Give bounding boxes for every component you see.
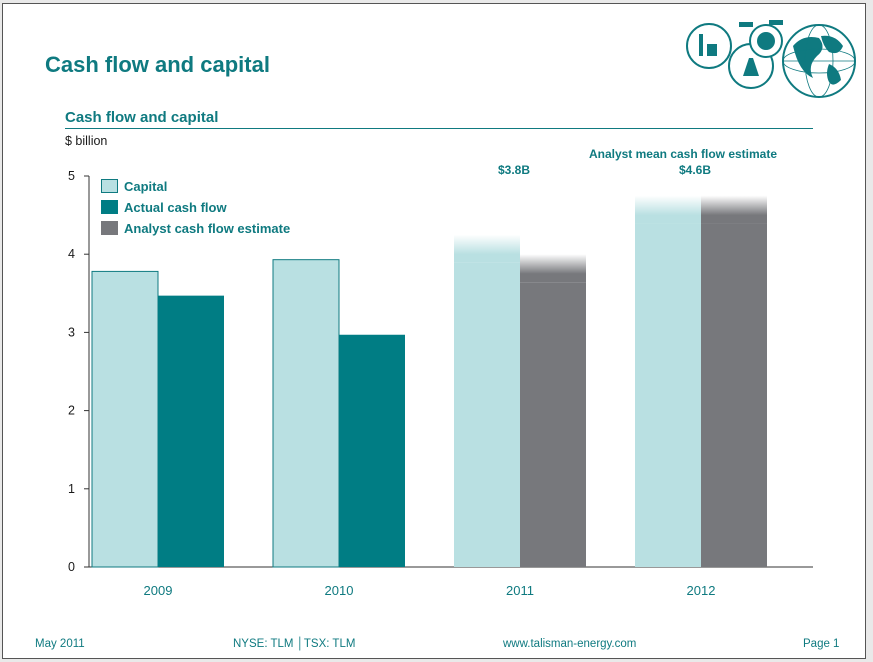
- talisman-globe-collage-icon: [681, 16, 856, 111]
- slide: Cash flow and capital: [2, 3, 866, 659]
- footer-url[interactable]: www.talisman-energy.com: [503, 638, 637, 650]
- x-tick-label: 2011: [506, 583, 534, 598]
- bar-capital: [635, 223, 701, 568]
- footer-page: Page 1: [803, 638, 840, 650]
- y-tick-label: 3: [68, 325, 75, 339]
- bar-capital: [91, 270, 159, 568]
- y-axis-label: $ billion: [65, 134, 108, 148]
- bar-estimate: [520, 282, 586, 567]
- x-tick-label: 2012: [687, 583, 716, 598]
- x-tick-label: 2010: [325, 583, 354, 598]
- legend-swatch-actual: [101, 200, 118, 214]
- bar-fade-top: [454, 234, 520, 263]
- y-tick-label: 5: [68, 169, 75, 183]
- bar-estimate: [701, 223, 767, 568]
- bar-fade-top: [635, 195, 701, 224]
- slide-title: Cash flow and capital: [45, 52, 270, 77]
- legend-swatch-capital: [101, 179, 118, 193]
- legend-swatch-estimate: [101, 221, 118, 235]
- legend-label-actual: Actual cash flow: [124, 200, 227, 215]
- bar-capital: [272, 259, 340, 568]
- y-tick-label: 4: [68, 247, 75, 261]
- y-tick-label: 2: [68, 404, 75, 418]
- bar-fade-top: [520, 254, 586, 283]
- x-tick-label: 2009: [144, 583, 173, 598]
- bar-fade-top: [701, 195, 767, 224]
- y-tick-label: 0: [68, 560, 75, 574]
- legend-item-actual: Actual cash flow: [101, 200, 227, 215]
- y-tick-label: 1: [68, 482, 75, 496]
- legend-label-estimate: Analyst cash flow estimate: [124, 221, 291, 236]
- chart-title: Cash flow and capital: [65, 109, 219, 126]
- bar-chart: 0 1 2 3 4 5 2009 2010 2011 2012 $3.8B $4.6B: [68, 163, 813, 598]
- bar-capital: [454, 262, 520, 567]
- estimate-annotation-value: $4.6B: [679, 163, 711, 177]
- legend-label-capital: Capital: [124, 179, 168, 194]
- legend-item-estimate: Analyst cash flow estimate: [101, 221, 290, 236]
- footer-date: May 2011: [35, 638, 85, 650]
- bar-actual: [158, 295, 224, 567]
- estimate-annotation-header: Analyst mean cash flow estimate: [588, 147, 778, 161]
- footer-ticker: NYSE: TLM │TSX: TLM: [233, 638, 356, 650]
- title-rule: [65, 128, 813, 129]
- estimate-annotation-value: $3.8B: [498, 163, 530, 177]
- bar-actual: [339, 334, 405, 567]
- legend-item-capital: Capital: [101, 179, 167, 194]
